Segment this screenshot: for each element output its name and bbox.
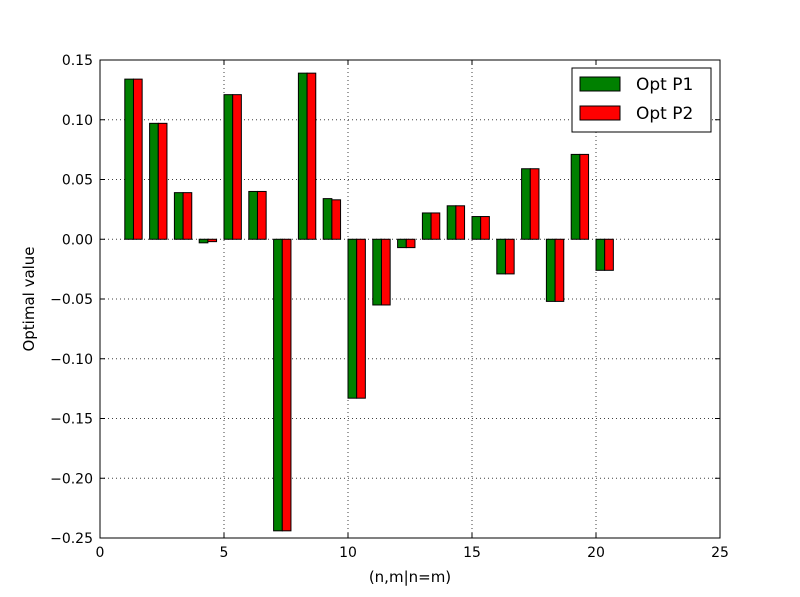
axis-ticks (99, 59, 721, 539)
bar-opt-p1-20 (595, 238, 606, 271)
y-tick-label: −0.20 (50, 471, 93, 487)
bar-opt-p2-12 (405, 238, 416, 249)
bar-opt-p2-13 (430, 212, 441, 240)
bar-opt-p2-20 (604, 238, 614, 271)
x-tick-label: 10 (339, 545, 357, 561)
bar-opt-p2-7 (281, 238, 292, 532)
x-tick-label: 15 (463, 545, 481, 561)
bar-opt-p2-18 (554, 238, 565, 302)
bar-opt-p1-1 (124, 78, 134, 240)
bar-opt-p2-6 (256, 190, 267, 240)
bar-opt-p1-17 (521, 168, 531, 240)
tick-labels: 0 5 10 15 20 25 −0.25 −0.20 −0.15 −0.10 −0.05 0.00 0… (50, 53, 729, 561)
bar-opt-p1-3 (173, 192, 184, 240)
bar-opt-p1-18 (545, 238, 556, 302)
bar-opt-p1-7 (273, 238, 283, 532)
x-tick-label: 20 (587, 545, 605, 561)
legend-swatch-opt-p2 (579, 105, 621, 121)
bar-opt-p1-5 (223, 94, 234, 240)
bar-opt-p1-13 (421, 212, 432, 240)
bar-opt-p1-4 (198, 238, 209, 244)
y-axis-label: Optimal value (20, 246, 38, 351)
bar-opt-p2-14 (455, 205, 466, 240)
bar-opt-p1-10 (347, 238, 358, 399)
y-tick-label: 0.05 (62, 173, 93, 189)
y-tick-label: −0.25 (50, 531, 93, 547)
x-tick-label: 5 (220, 545, 229, 561)
x-axis-label: (n,m|n=m) (369, 568, 451, 586)
y-tick-label: 0.15 (62, 53, 93, 69)
bar-opt-p2-19 (579, 153, 590, 240)
bar-opt-p2-8 (306, 72, 317, 240)
x-tick-label: 0 (96, 545, 105, 561)
bar-opt-p1-14 (446, 205, 457, 240)
bar-opt-p2-2 (157, 122, 168, 240)
bar-opt-p1-6 (248, 190, 258, 240)
legend: Opt P1 Opt P2 (571, 67, 712, 133)
bar-opt-p1-19 (570, 153, 581, 240)
x-tick-label: 25 (711, 545, 729, 561)
bar-opt-p2-9 (331, 199, 342, 240)
bar-opt-p1-9 (322, 198, 333, 240)
y-tick-label: −0.10 (50, 352, 93, 368)
bar-opt-p2-5 (232, 94, 242, 240)
y-tick-label: −0.15 (50, 412, 93, 428)
bar-opt-p2-1 (132, 78, 143, 240)
legend-swatch-opt-p1 (579, 76, 621, 92)
y-tick-label: −0.05 (50, 292, 93, 308)
bar-opt-p2-16 (504, 238, 515, 275)
bar-opt-p2-4 (207, 238, 218, 243)
y-tick-label: 0.00 (62, 232, 93, 248)
bar-opt-p2-17 (529, 168, 540, 240)
bar-opt-p2-11 (380, 238, 391, 306)
bar-opt-p2-3 (182, 192, 193, 240)
bar-opt-p1-16 (496, 238, 506, 275)
legend-label-opt-p1: Opt P1 (636, 75, 693, 95)
bar-opt-p1-8 (297, 72, 308, 240)
bar-opt-p2-10 (356, 238, 366, 399)
bar-opt-p1-15 (471, 216, 482, 240)
y-tick-label: 0.10 (62, 113, 93, 129)
bar-opt-p1-2 (149, 122, 159, 240)
bars (124, 72, 614, 532)
legend-label-opt-p2: Opt P2 (636, 104, 693, 124)
bar-opt-p1-11 (372, 238, 382, 306)
bar-opt-p1-12 (397, 238, 407, 249)
bar-opt-p2-15 (480, 216, 490, 240)
